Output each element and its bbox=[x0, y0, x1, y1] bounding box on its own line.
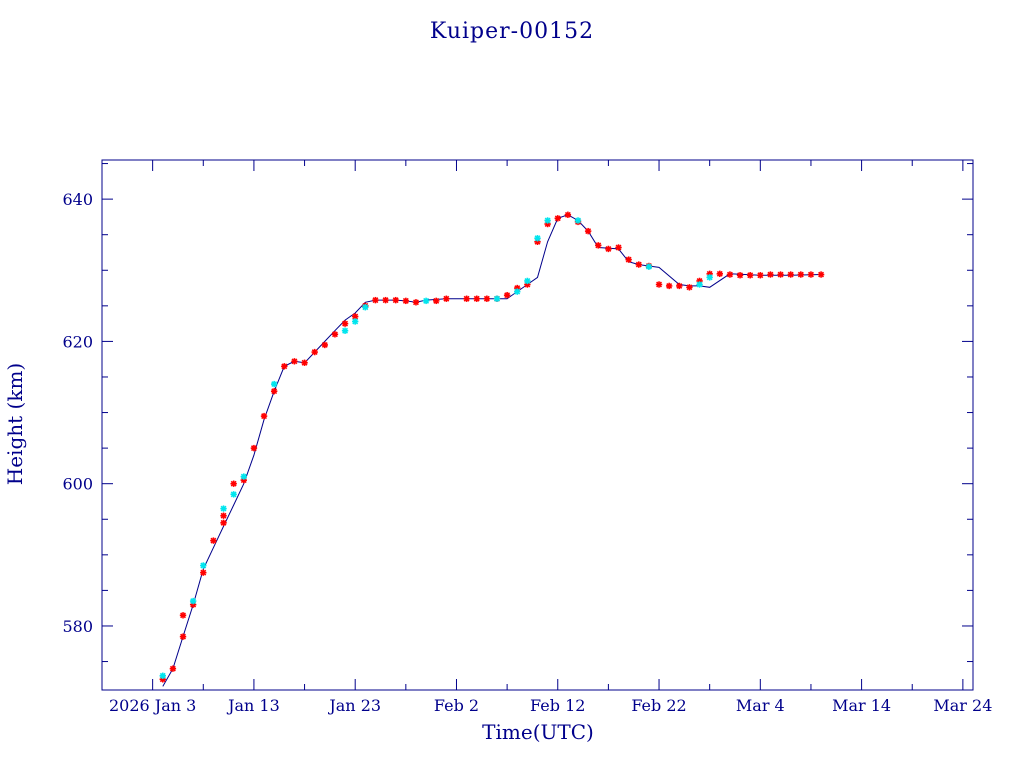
data-point bbox=[220, 505, 227, 512]
data-layer bbox=[159, 211, 825, 687]
y-tick-label: 640 bbox=[62, 190, 93, 209]
data-point bbox=[473, 295, 480, 302]
data-point bbox=[341, 327, 349, 334]
data-point bbox=[402, 297, 410, 305]
data-point bbox=[584, 227, 592, 235]
data-point bbox=[311, 348, 318, 356]
plot-frame bbox=[101, 159, 974, 691]
data-point bbox=[706, 274, 713, 281]
data-point bbox=[514, 288, 521, 295]
data-point bbox=[777, 271, 784, 278]
data-point bbox=[179, 612, 187, 619]
data-point bbox=[787, 271, 794, 278]
data-point bbox=[270, 380, 278, 388]
data-point bbox=[179, 633, 187, 640]
data-point bbox=[615, 244, 622, 251]
data-point bbox=[220, 512, 227, 519]
data-point bbox=[392, 296, 399, 304]
data-point bbox=[605, 245, 612, 253]
x-tick-label: Feb 2 bbox=[434, 696, 479, 715]
data-point bbox=[595, 242, 602, 249]
x-tick-label: Mar 24 bbox=[933, 696, 992, 715]
data-point bbox=[331, 331, 339, 338]
data-point bbox=[230, 491, 237, 498]
data-point bbox=[443, 295, 450, 302]
chart-title: Kuiper-00152 bbox=[430, 19, 594, 44]
data-point bbox=[665, 282, 673, 290]
data-point bbox=[726, 271, 734, 278]
data-point bbox=[757, 272, 764, 279]
data-point bbox=[169, 665, 177, 672]
data-point bbox=[493, 295, 501, 302]
data-point bbox=[321, 341, 329, 349]
data-point bbox=[200, 569, 207, 576]
x-tick-label: Mar 4 bbox=[736, 696, 785, 715]
data-point bbox=[382, 296, 389, 304]
data-point bbox=[746, 272, 754, 279]
x-tick-label: Jan 13 bbox=[226, 696, 280, 715]
data-point bbox=[655, 281, 663, 288]
data-point bbox=[807, 271, 815, 278]
data-point bbox=[534, 235, 541, 242]
data-point bbox=[200, 562, 207, 569]
y-tick-label: 620 bbox=[62, 332, 93, 351]
data-point bbox=[554, 215, 561, 222]
data-point bbox=[625, 256, 632, 263]
data-point bbox=[291, 358, 298, 365]
data-point bbox=[817, 271, 825, 278]
tick-labels: 2026 Jan 3 Jan 13 Jan 23 Feb 2 Feb 12 Feb 22 M… bbox=[62, 190, 992, 715]
data-point bbox=[210, 537, 217, 544]
data-point bbox=[483, 295, 491, 302]
y-tick-label: 580 bbox=[62, 617, 93, 636]
data-point bbox=[362, 304, 369, 311]
height-trajectory-line bbox=[162, 214, 822, 687]
data-point bbox=[574, 217, 582, 224]
data-point bbox=[716, 270, 724, 278]
data-point bbox=[159, 672, 166, 679]
data-point bbox=[301, 359, 308, 366]
data-point bbox=[736, 272, 744, 279]
data-point bbox=[686, 284, 693, 291]
data-point bbox=[351, 318, 359, 325]
data-point bbox=[230, 480, 237, 487]
data-point bbox=[645, 263, 653, 270]
y-axis-label: Height (km) bbox=[3, 363, 27, 485]
data-point bbox=[281, 363, 288, 370]
data-point bbox=[260, 412, 268, 420]
data-point bbox=[696, 281, 703, 288]
x-tick-label: 2026 Jan 3 bbox=[109, 696, 196, 715]
x-tick-label: Mar 14 bbox=[832, 696, 891, 715]
data-point bbox=[635, 261, 642, 268]
data-point bbox=[524, 277, 531, 285]
data-point bbox=[503, 291, 511, 299]
data-point bbox=[270, 388, 278, 395]
axis-ticks bbox=[101, 160, 973, 690]
data-point bbox=[544, 217, 551, 224]
data-point bbox=[463, 295, 470, 302]
data-point bbox=[422, 297, 430, 305]
data-point bbox=[676, 282, 683, 290]
x-tick-label: Jan 23 bbox=[327, 696, 381, 715]
data-point bbox=[433, 297, 440, 305]
data-point bbox=[341, 320, 349, 327]
data-point bbox=[412, 299, 420, 306]
y-tick-label: 600 bbox=[62, 475, 93, 494]
data-point bbox=[240, 473, 247, 480]
data-point bbox=[767, 271, 774, 278]
data-point bbox=[797, 271, 805, 278]
data-point bbox=[220, 519, 227, 527]
series-1-markers bbox=[159, 211, 825, 683]
x-tick-label: Feb 12 bbox=[530, 696, 585, 715]
x-axis-label: Time(UTC) bbox=[482, 720, 594, 744]
x-tick-label: Feb 22 bbox=[631, 696, 686, 715]
data-point bbox=[189, 597, 197, 605]
data-point bbox=[372, 296, 379, 304]
series-2-markers bbox=[159, 217, 713, 679]
data-point bbox=[564, 211, 572, 218]
data-point bbox=[250, 444, 258, 452]
